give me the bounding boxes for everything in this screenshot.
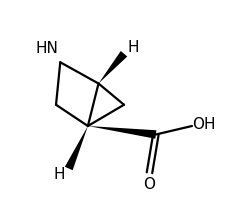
Text: OH: OH	[192, 118, 216, 132]
Text: HN: HN	[35, 41, 58, 56]
Polygon shape	[98, 51, 127, 83]
Text: O: O	[144, 177, 155, 192]
Polygon shape	[88, 126, 156, 139]
Polygon shape	[65, 126, 88, 170]
Text: H: H	[54, 167, 65, 182]
Text: H: H	[128, 40, 139, 55]
